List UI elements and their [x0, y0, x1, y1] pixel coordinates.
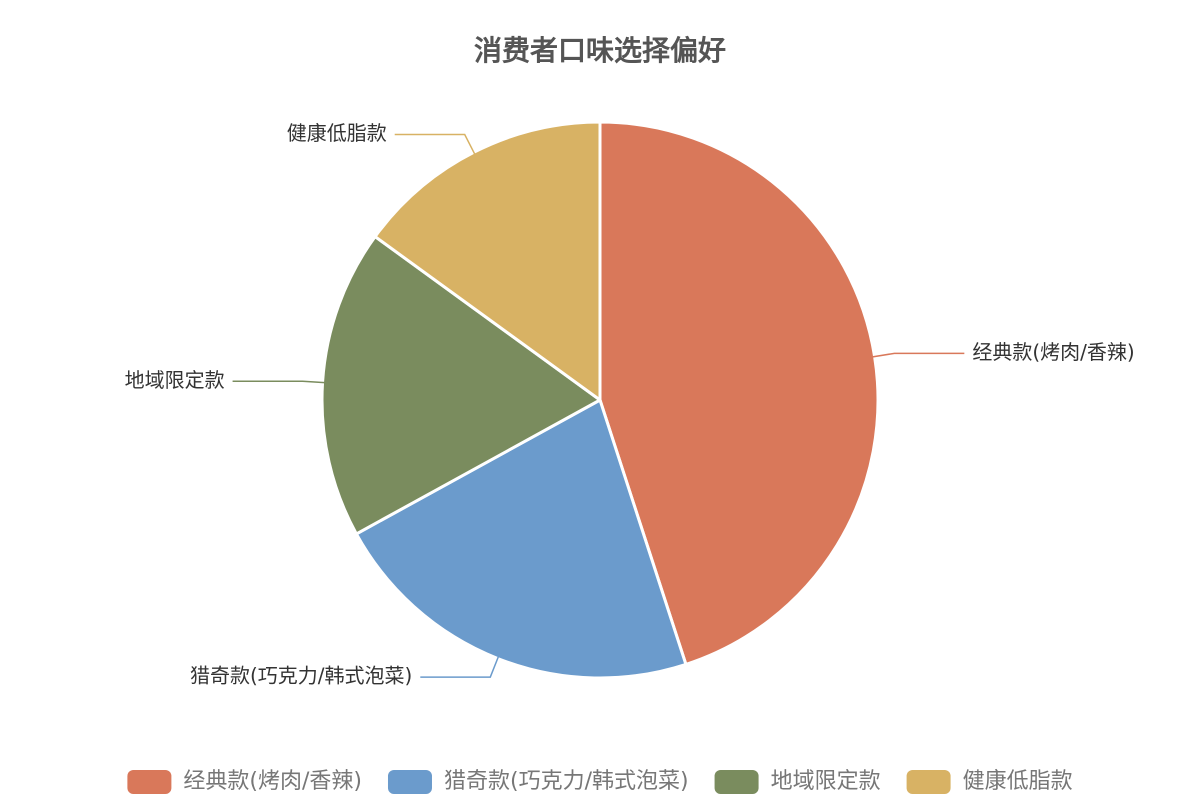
- leader-line: [872, 352, 965, 358]
- slice-label: 猎奇款(巧克力/韩式泡菜): [190, 664, 412, 688]
- legend-label[interactable]: 地域限定款: [771, 769, 881, 794]
- leader-line: [394, 133, 476, 155]
- leader-line: [232, 380, 325, 384]
- legend-swatch[interactable]: [906, 770, 951, 794]
- legend-swatch[interactable]: [127, 770, 172, 794]
- leader-line: [420, 656, 500, 678]
- legend-label[interactable]: 猎奇款(巧克力/韩式泡菜): [444, 769, 689, 794]
- slice-label: 经典款(烤肉/香辣): [972, 340, 1134, 364]
- slice-label: 地域限定款: [125, 368, 225, 392]
- slice-label: 健康低脂款: [287, 121, 387, 145]
- chart-title: 消费者口味选择偏好: [474, 34, 726, 67]
- legend-label[interactable]: 健康低脂款: [963, 769, 1073, 794]
- legend-swatch[interactable]: [714, 770, 759, 794]
- legend-label[interactable]: 经典款(烤肉/香辣): [183, 769, 362, 794]
- legend-swatch[interactable]: [387, 770, 432, 794]
